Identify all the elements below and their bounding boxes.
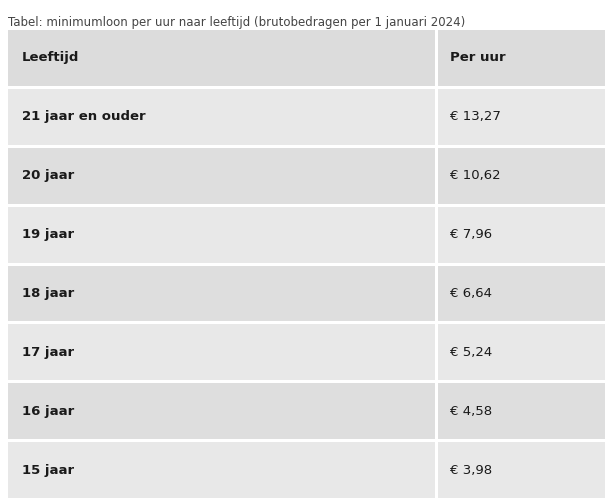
Text: € 3,98: € 3,98 [450, 464, 492, 476]
Text: € 5,24: € 5,24 [450, 346, 492, 359]
Text: € 7,96: € 7,96 [450, 228, 492, 241]
Text: Tabel: minimumloon per uur naar leeftijd (brutobedragen per 1 januari 2024): Tabel: minimumloon per uur naar leeftijd… [8, 16, 465, 29]
Bar [435, 30, 438, 86]
Bar [435, 148, 438, 204]
Bar [435, 442, 438, 498]
Bar [8, 207, 435, 263]
Bar [435, 207, 438, 263]
Bar [8, 30, 435, 86]
Text: Leeftijd: Leeftijd [22, 51, 80, 64]
Bar [8, 439, 605, 442]
Text: 19 jaar: 19 jaar [22, 228, 74, 241]
Bar [8, 148, 435, 204]
Bar [8, 86, 605, 89]
Text: 16 jaar: 16 jaar [22, 405, 74, 417]
Text: 15 jaar: 15 jaar [22, 464, 74, 476]
Bar [435, 383, 438, 439]
Bar [8, 380, 605, 383]
Bar [438, 89, 605, 145]
Bar [435, 324, 438, 380]
Bar [438, 442, 605, 498]
Bar [438, 324, 605, 380]
Text: € 13,27: € 13,27 [450, 110, 501, 123]
Bar [8, 89, 435, 145]
Text: 18 jaar: 18 jaar [22, 287, 74, 300]
Bar [8, 145, 605, 148]
Bar [8, 263, 605, 266]
Text: 20 jaar: 20 jaar [22, 169, 74, 182]
Text: 21 jaar en ouder: 21 jaar en ouder [22, 110, 146, 123]
Bar [438, 148, 605, 204]
Text: € 4,58: € 4,58 [450, 405, 492, 417]
Bar [438, 30, 605, 86]
Text: € 6,64: € 6,64 [450, 287, 492, 300]
Bar [435, 89, 438, 145]
Bar [8, 442, 435, 498]
Bar [8, 266, 435, 321]
Text: Per uur: Per uur [450, 51, 506, 64]
Bar [438, 207, 605, 263]
Text: 17 jaar: 17 jaar [22, 346, 74, 359]
Text: € 10,62: € 10,62 [450, 169, 501, 182]
Bar [8, 383, 435, 439]
Bar [8, 324, 435, 380]
Bar [8, 204, 605, 207]
Bar [438, 383, 605, 439]
Bar [438, 266, 605, 321]
Bar [8, 321, 605, 324]
Bar [435, 266, 438, 321]
